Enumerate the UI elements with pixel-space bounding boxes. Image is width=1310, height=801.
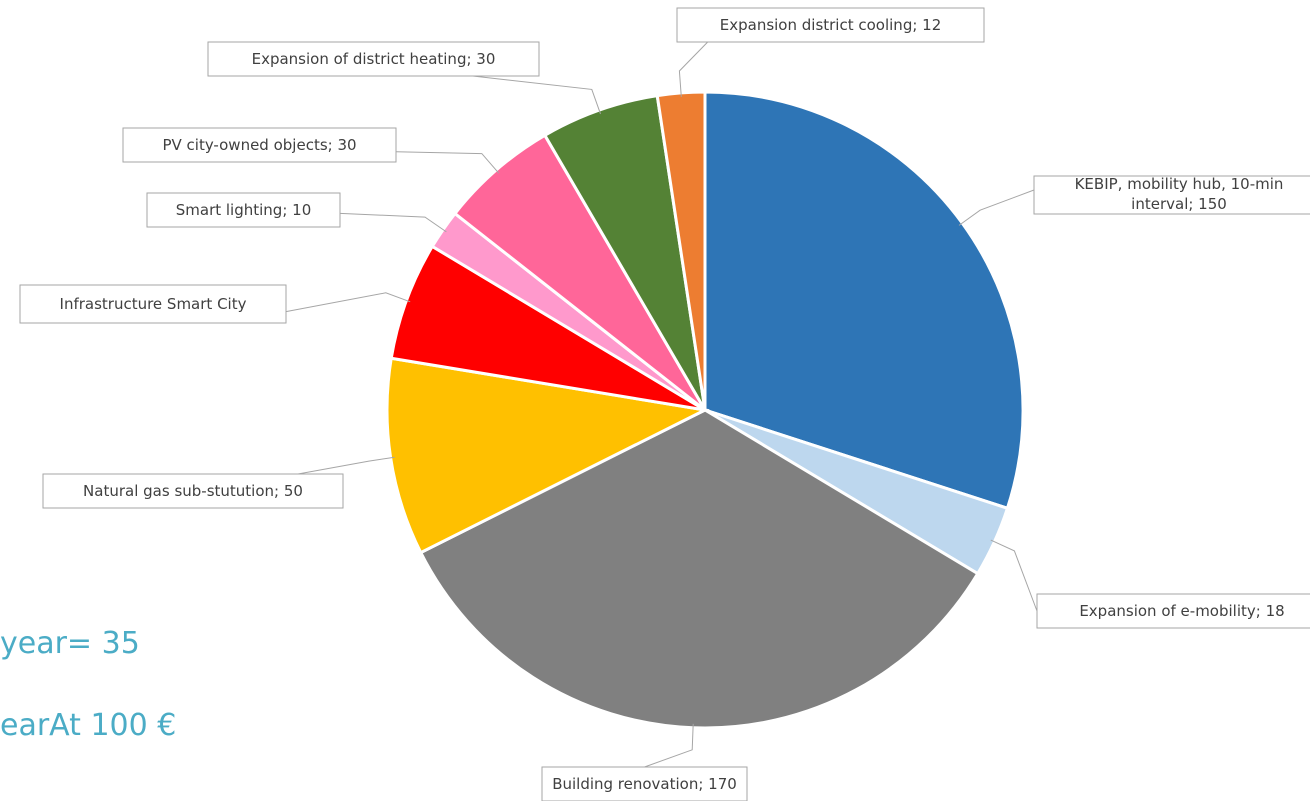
leader-lines — [285, 41, 1038, 768]
data-label: Expansion district cooling; 12 — [676, 7, 985, 43]
data-label: KEBIP, mobility hub, 10-min interval; 150 — [1033, 175, 1310, 215]
leader-line — [339, 212, 447, 233]
data-label-text: PV city-owned objects; 30 — [162, 136, 356, 154]
data-label: Infrastructure Smart City — [19, 284, 287, 324]
leader-line — [395, 151, 500, 174]
data-label: PV city-owned objects; 30 — [122, 127, 397, 163]
side-text-line-1: year= 35 — [0, 626, 140, 661]
leader-line — [297, 456, 395, 475]
data-label-text: Expansion district cooling; 12 — [720, 16, 942, 34]
leader-line — [644, 723, 694, 768]
data-label: Expansion of district heating; 30 — [207, 41, 540, 77]
data-label-text: Building renovation; 170 — [552, 775, 737, 793]
data-label-text: Infrastructure Smart City — [60, 295, 247, 313]
data-label-text: Natural gas sub-stutution; 50 — [83, 482, 303, 500]
data-label-box — [1033, 175, 1310, 215]
data-label-box — [146, 192, 341, 228]
data-label-box — [42, 473, 344, 509]
side-text-line-2: earAt 100 € — [0, 708, 177, 743]
leader-line — [958, 189, 1035, 226]
pie-slices — [385, 90, 1025, 730]
data-label-text: Smart lighting; 10 — [176, 201, 312, 219]
data-label-box — [676, 7, 985, 43]
leader-line — [990, 539, 1038, 612]
data-label-text: Expansion of district heating; 30 — [252, 50, 496, 68]
data-label: Smart lighting; 10 — [146, 192, 341, 228]
data-label-box — [122, 127, 397, 163]
data-label-text: interval; 150 — [1131, 195, 1227, 213]
data-label: Natural gas sub-stutution; 50 — [42, 473, 344, 509]
data-label-box — [541, 766, 748, 801]
data-label-text: Expansion of e-mobility; 18 — [1079, 602, 1284, 620]
data-label-text: KEBIP, mobility hub, 10-min — [1075, 175, 1284, 193]
data-label: Building renovation; 170 — [541, 766, 748, 801]
leader-line — [678, 41, 709, 97]
leader-line — [285, 292, 411, 313]
data-label-box — [207, 41, 540, 77]
data-label: Expansion of e-mobility; 18 — [1036, 593, 1310, 629]
data-labels: KEBIP, mobility hub, 10-min interval; 150… — [19, 7, 1310, 801]
data-label-box — [19, 284, 287, 324]
data-label-box — [1036, 593, 1310, 629]
leader-line — [472, 75, 601, 115]
